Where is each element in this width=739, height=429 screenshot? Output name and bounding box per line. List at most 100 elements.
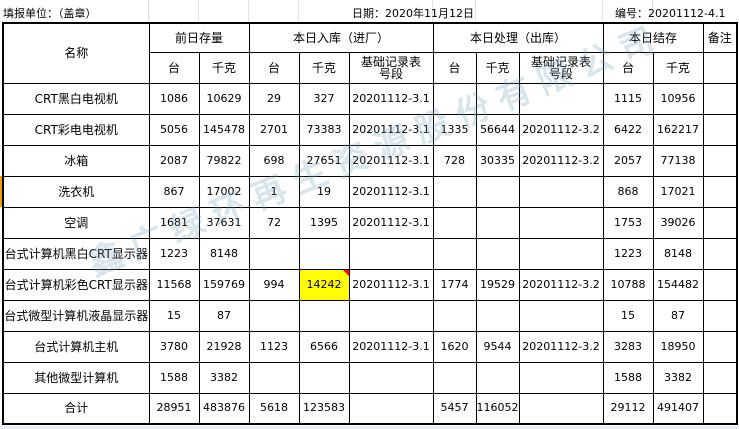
cell-prev-count[interactable]: 15 xyxy=(148,299,200,332)
cell-prev-kg[interactable]: 8148 xyxy=(198,237,250,270)
cell-end-kg[interactable]: 87 xyxy=(652,299,704,332)
cell-in-kg[interactable]: 27651 xyxy=(298,144,350,177)
subheader-remarks-blank[interactable] xyxy=(702,51,738,84)
cell-prev-kg[interactable]: 159769 xyxy=(198,268,250,301)
cell-in-kg[interactable] xyxy=(298,299,350,332)
cell-out-record[interactable] xyxy=(518,361,604,394)
cell-in-kg[interactable]: 73383 xyxy=(298,113,350,146)
cell-out-count[interactable] xyxy=(432,361,477,394)
cell-out-kg[interactable] xyxy=(475,82,520,115)
header-previous-stock[interactable]: 前日存量 xyxy=(148,22,250,53)
cell-out-kg[interactable]: 19529 xyxy=(475,268,520,301)
cell-end-count[interactable]: 1223 xyxy=(602,237,654,270)
cell-in-kg[interactable]: 123583 xyxy=(298,392,350,425)
cell-name[interactable]: CRT彩电电视机 xyxy=(2,113,150,146)
cell-in-count[interactable]: 698 xyxy=(248,144,300,177)
subheader-end-kg[interactable]: 千克 xyxy=(652,51,704,84)
cell-prev-kg[interactable]: 10629 xyxy=(198,82,250,115)
cell-end-count[interactable]: 868 xyxy=(602,175,654,208)
cell-remark[interactable] xyxy=(702,113,738,146)
cell-in-count[interactable]: 29 xyxy=(248,82,300,115)
cell-out-record[interactable]: 20201112-3.2 xyxy=(518,330,604,363)
cell-out-record[interactable]: 20201112-3.2 xyxy=(518,144,604,177)
cell-name[interactable]: 台式微型计算机液晶显示器 xyxy=(2,299,150,332)
cell-out-kg[interactable]: 56644 xyxy=(475,113,520,146)
cell-out-kg[interactable] xyxy=(475,206,520,239)
cell-in-kg[interactable]: 14242 xyxy=(298,268,350,301)
cell-out-record[interactable] xyxy=(518,392,604,425)
cell-in-count[interactable]: 994 xyxy=(248,268,300,301)
cell-prev-count[interactable]: 1588 xyxy=(148,361,200,394)
subheader-end-count[interactable]: 台 xyxy=(602,51,654,84)
cell-out-count[interactable]: 1774 xyxy=(432,268,477,301)
cell-in-record[interactable]: 20201112-3.1 xyxy=(348,175,434,208)
cell-end-count[interactable]: 6422 xyxy=(602,113,654,146)
cell-prev-kg[interactable]: 3382 xyxy=(198,361,250,394)
cell-remark[interactable] xyxy=(702,206,738,239)
cell-out-record[interactable] xyxy=(518,237,604,270)
subheader-in-record[interactable]: 基础记录表号段 xyxy=(348,51,434,84)
cell-name[interactable]: CRT黑白电视机 xyxy=(2,82,150,115)
cell-out-record[interactable]: 20201112-3.2 xyxy=(518,113,604,146)
cell-name[interactable]: 台式计算机主机 xyxy=(2,330,150,363)
subheader-prev-kg[interactable]: 千克 xyxy=(198,51,250,84)
cell-name[interactable]: 冰箱 xyxy=(2,144,150,177)
cell-out-count[interactable] xyxy=(432,237,477,270)
cell-in-record[interactable]: 20201112-3.1 xyxy=(348,330,434,363)
cell-prev-count[interactable]: 1086 xyxy=(148,82,200,115)
cell-prev-kg[interactable]: 145478 xyxy=(198,113,250,146)
cell-remark[interactable] xyxy=(702,330,738,363)
subheader-in-count[interactable]: 台 xyxy=(248,51,300,84)
cell-end-kg[interactable]: 154482 xyxy=(652,268,704,301)
cell-prev-count[interactable]: 2087 xyxy=(148,144,200,177)
cell-in-count[interactable]: 2701 xyxy=(248,113,300,146)
cell-end-kg[interactable]: 77138 xyxy=(652,144,704,177)
cell-in-count[interactable]: 5618 xyxy=(248,392,300,425)
cell-out-kg[interactable] xyxy=(475,299,520,332)
cell-out-record[interactable] xyxy=(518,299,604,332)
cell-in-kg[interactable] xyxy=(298,237,350,270)
cell-in-kg[interactable]: 1395 xyxy=(298,206,350,239)
cell-out-record[interactable]: 20201112-3.2 xyxy=(518,268,604,301)
cell-out-kg[interactable] xyxy=(475,237,520,270)
cell-in-record[interactable]: 20201112-3.1 xyxy=(348,206,434,239)
cell-prev-count[interactable]: 28951 xyxy=(148,392,200,425)
cell-in-count[interactable] xyxy=(248,237,300,270)
cell-out-count[interactable]: 1335 xyxy=(432,113,477,146)
cell-remark[interactable] xyxy=(702,392,738,425)
header-today-balance[interactable]: 本日结存 xyxy=(602,22,704,53)
cell-in-count[interactable] xyxy=(248,361,300,394)
cell-in-count[interactable]: 1123 xyxy=(248,330,300,363)
cell-prev-count[interactable]: 1223 xyxy=(148,237,200,270)
cell-out-record[interactable] xyxy=(518,82,604,115)
cell-out-count[interactable]: 728 xyxy=(432,144,477,177)
cell-in-record[interactable] xyxy=(348,361,434,394)
cell-end-count[interactable]: 1588 xyxy=(602,361,654,394)
cell-end-count[interactable]: 29112 xyxy=(602,392,654,425)
cell-end-kg[interactable]: 18950 xyxy=(652,330,704,363)
header-remarks[interactable]: 备注 xyxy=(702,22,738,53)
cell-out-count[interactable]: 1620 xyxy=(432,330,477,363)
cell-prev-kg[interactable]: 17002 xyxy=(198,175,250,208)
cell-end-count[interactable]: 1753 xyxy=(602,206,654,239)
cell-name[interactable]: 其他微型计算机 xyxy=(2,361,150,394)
cell-end-kg[interactable]: 3382 xyxy=(652,361,704,394)
cell-in-count[interactable] xyxy=(248,299,300,332)
reporting-unit-label[interactable]: 填报单位：（盖章） xyxy=(3,7,97,20)
cell-out-kg[interactable]: 116052 xyxy=(475,392,520,425)
cell-in-kg[interactable]: 6566 xyxy=(298,330,350,363)
cell-remark[interactable] xyxy=(702,82,738,115)
cell-end-count[interactable]: 3283 xyxy=(602,330,654,363)
cell-name[interactable]: 台式计算机黑白CRT显示器 xyxy=(2,237,150,270)
cell-prev-kg[interactable]: 483876 xyxy=(198,392,250,425)
cell-remark[interactable] xyxy=(702,175,738,208)
header-today-inbound[interactable]: 本日入库（进厂） xyxy=(248,22,434,53)
cell-prev-kg[interactable]: 79822 xyxy=(198,144,250,177)
cell-remark[interactable] xyxy=(702,268,738,301)
cell-prev-kg[interactable]: 21928 xyxy=(198,330,250,363)
cell-in-record[interactable]: 20201112-3.1 xyxy=(348,268,434,301)
cell-remark[interactable] xyxy=(702,237,738,270)
cell-remark[interactable] xyxy=(702,299,738,332)
header-today-processed[interactable]: 本日处理（出库） xyxy=(432,22,604,53)
cell-out-kg[interactable]: 9544 xyxy=(475,330,520,363)
